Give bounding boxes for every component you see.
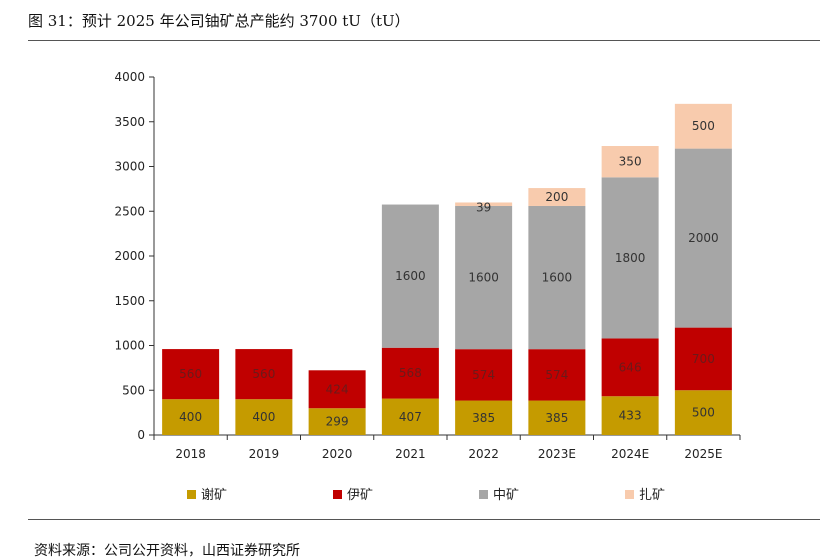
legend-label: 中矿 (493, 488, 519, 503)
bar-segment (381, 347, 439, 399)
bar-segment (528, 400, 586, 435)
data-label: 574 (472, 368, 495, 382)
data-label: 500 (692, 406, 715, 420)
x-tick-label: 2022 (468, 447, 499, 461)
bar-segment (235, 399, 293, 435)
data-label: 500 (692, 119, 715, 133)
bar-segment (308, 408, 366, 435)
y-tick-label: 3000 (114, 160, 145, 174)
x-tick-label: 2024E (611, 447, 649, 461)
x-tick-label: 2020 (322, 447, 353, 461)
bar-segment (235, 349, 293, 400)
data-label: 646 (619, 360, 642, 374)
bar-segment (381, 398, 439, 435)
legend-swatch (479, 490, 488, 499)
stacked-bar-chart: 0 500 1000 1500 2000 2500 3000 3500 4000 2018 2019… (114, 70, 741, 503)
data-label: 200 (545, 190, 568, 204)
x-tick-label: 2021 (395, 447, 426, 461)
data-label: 574 (545, 368, 568, 382)
bar-segment (528, 349, 586, 401)
data-label: 407 (399, 410, 422, 424)
data-label: 433 (619, 409, 642, 423)
data-label: 2000 (688, 231, 719, 245)
legend-swatch (187, 490, 196, 499)
bar-segment (528, 188, 586, 206)
bar-segment (381, 204, 439, 348)
y-tick-label: 2000 (114, 249, 145, 263)
y-tick-label: 0 (137, 428, 145, 442)
axes: 0 500 1000 1500 2000 2500 3000 3500 4000 2018 2019… (114, 70, 741, 461)
data-label: 568 (399, 366, 422, 380)
source-note: 资料来源：公司公开资料，山西证券研究所 (34, 543, 300, 559)
data-label: 424 (326, 382, 349, 396)
x-tick-label: 2018 (175, 447, 206, 461)
legend-swatch (333, 490, 342, 499)
bar-segment (674, 148, 732, 328)
data-label: 350 (619, 155, 642, 169)
x-tick-label: 2025E (684, 447, 722, 461)
data-label: 400 (179, 410, 202, 424)
y-tick-label: 1500 (114, 294, 145, 308)
data-label: 299 (326, 415, 349, 429)
bars (162, 103, 732, 435)
y-tick-label: 2500 (114, 204, 145, 218)
legend-label: 伊矿 (347, 488, 373, 503)
data-labels: 400 560 400 560 299 424 407 568 1600 385 574 1600 39… (179, 119, 718, 428)
data-label: 1600 (542, 271, 573, 285)
bar-segment (601, 338, 659, 397)
bar-segment (455, 205, 513, 350)
legend: 谢矿 伊矿 中矿 扎矿 (187, 487, 665, 503)
y-tick-label: 1000 (114, 339, 145, 353)
bar-segment (455, 202, 513, 206)
data-label: 560 (252, 367, 275, 381)
data-label: 560 (179, 367, 202, 381)
data-label: 1800 (615, 251, 646, 265)
bar-segment (674, 390, 732, 435)
legend-label: 扎矿 (639, 488, 665, 503)
bar-segment (455, 349, 513, 401)
bar-segment (601, 146, 659, 178)
bar-segment (674, 103, 732, 149)
bar-segment (308, 370, 366, 409)
bar-segment (162, 349, 220, 400)
data-label: 700 (692, 352, 715, 366)
y-tick-label: 4000 (114, 70, 145, 84)
data-label: 385 (545, 411, 568, 425)
y-tick-label: 500 (122, 383, 145, 397)
x-tick-label: 2019 (249, 447, 280, 461)
bar-segment (528, 205, 586, 350)
bottom-rule (28, 519, 820, 520)
data-label: 1600 (395, 269, 426, 283)
data-label: 400 (252, 410, 275, 424)
bar-segment (455, 400, 513, 435)
bar-segment (162, 399, 220, 435)
bar-segment (601, 396, 659, 435)
y-tick-label: 3500 (114, 115, 145, 129)
figure-title: 图 31：预计 2025 年公司铀矿总产能约 3700 tU（tU） (28, 12, 410, 30)
x-tick-label: 2023E (538, 447, 576, 461)
data-label: 39 (476, 200, 491, 214)
bar-segment (674, 327, 732, 391)
data-label: 1600 (468, 271, 499, 285)
legend-swatch (625, 490, 634, 499)
top-rule (28, 40, 820, 41)
bar-segment (601, 177, 659, 339)
legend-label: 谢矿 (201, 487, 227, 503)
data-label: 385 (472, 411, 495, 425)
